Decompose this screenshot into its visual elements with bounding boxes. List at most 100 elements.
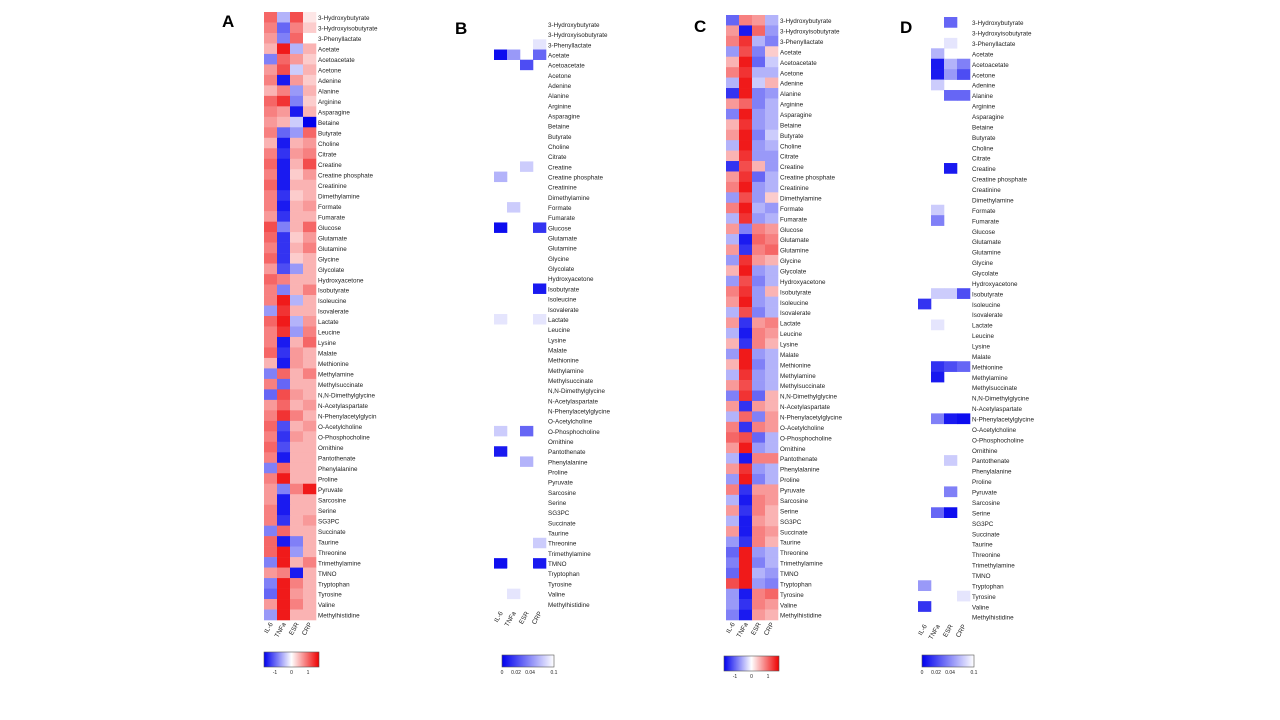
panel-c-cell-n-acetylaspartate-tnfa: [739, 400, 753, 412]
panel-c-cell-citrate-il-6: [726, 150, 740, 162]
panel-c-cell-isobutyrate-crp: [765, 286, 779, 297]
panel-b-cell-glycolate-il-6: [494, 263, 508, 274]
panel-a-cell-glycine-crp: [303, 253, 317, 264]
panel-b-row-label-glucose: Glucose: [548, 225, 572, 232]
panel-b-cell-creatine-phosphate-il-6: [494, 171, 508, 183]
panel-a-row-label-3-phenyllactate: 3-Phenyllactate: [318, 36, 362, 43]
panel-a-cell-methylhistidine-esr: [290, 609, 304, 621]
panel-a-row-label-o-phosphocholine: O-Phosphocholine: [318, 434, 370, 441]
panel-a-cell-n-acetylaspartate-il-6: [264, 399, 278, 411]
panel-c-row-label-leucine: Leucine: [780, 331, 803, 338]
panel-b-row-label-hydroxyacetone: Hydroxyacetone: [548, 276, 594, 283]
panel-a-cell-sarcosine-tnfa: [277, 494, 291, 505]
panel-a-cell-glycolate-crp: [303, 263, 317, 275]
panel-c-cell-dimethylamine-esr: [752, 192, 766, 204]
panel-c-cell-creatinine-esr: [752, 181, 766, 193]
panel-c-col-label-esr: ESR: [750, 621, 763, 636]
panel-c-row-label-fumarate: Fumarate: [780, 216, 807, 223]
panel-c-cell-proline-tnfa: [739, 473, 753, 485]
panel-c-cell-alanine-il-6: [726, 88, 740, 99]
panel-a-cell-n-phenylacetylglycin-crp: [303, 410, 317, 422]
panel-c-cell-hydroxyacetone-crp: [765, 275, 779, 287]
panel-c-cell-phenylalanine-esr: [752, 463, 766, 475]
panel-a-cell-serine-tnfa: [277, 504, 291, 516]
panel-c-row-label-3-phenyllactate: 3-Phenyllactate: [780, 39, 824, 46]
panel-c-cell-formate-il-6: [726, 202, 740, 214]
panel-c-cell-formate-esr: [752, 202, 766, 214]
panel-c-row-label-tryptophan: Tryptophan: [780, 581, 812, 588]
panel-a-cell-n-acetylaspartate-crp: [303, 399, 317, 411]
panel-c-cell-creatine-phosphate-tnfa: [739, 171, 753, 183]
panel-d-cell-tryptophan-il-6: [918, 580, 932, 592]
panel-c-cell-adenine-crp: [765, 77, 779, 89]
panel-a-row-label-tmno: TMNO: [318, 571, 337, 578]
panel-a-cell-valine-tnfa: [277, 599, 291, 610]
panel-c-cell-choline-tnfa: [739, 140, 753, 151]
panel-d-row-label-n-n-dimethylglycine: N,N-Dimethylglycine: [972, 396, 1030, 403]
panel-b-row-label-citrate: Citrate: [548, 154, 567, 161]
panel-b-row-label-tryptophan: Tryptophan: [548, 571, 580, 578]
panel-c-cell-tryptophan-esr: [752, 578, 766, 590]
panel-d-row-label-acetoacetate: Acetoacetate: [972, 62, 1009, 69]
panel-c-row-label-isobutyrate: Isobutyrate: [780, 289, 812, 296]
panel-a-row-label-asparagine: Asparagine: [318, 110, 350, 117]
panel-d-cell-pantothenate-esr: [944, 455, 958, 466]
panel-c-cell-glutamine-crp: [765, 244, 779, 256]
panel-a-cell-methylamine-esr: [290, 368, 304, 380]
panel-c-cell-acetate-esr: [752, 46, 766, 58]
panel-c-cell-pyruvate-crp: [765, 484, 779, 496]
panel-c-cell-threonine-esr: [752, 546, 766, 558]
panel-b-row-label-methylamine: Methylamine: [548, 368, 584, 375]
panel-a-cell-leucine-tnfa: [277, 326, 291, 338]
panel-c-cell-pantothenate-crp: [765, 453, 779, 464]
panel-a-cell-choline-esr: [290, 137, 304, 149]
panel-c-cell-3-hydroxybutyrate-tnfa: [739, 15, 753, 26]
panel-b-row-label-3-phenyllactate: 3-Phenyllactate: [548, 42, 592, 49]
panel-c-row-label-o-acetylcholine: O-Acetylcholine: [780, 425, 825, 432]
panel-c-cell-butyrate-crp: [765, 129, 779, 141]
panel-d-row-label-trimethylamine: Trimethylamine: [972, 563, 1015, 570]
panel-d-col-label-tnfa: TNFa: [928, 623, 942, 641]
panel-a-row-label-leucine: Leucine: [318, 330, 341, 337]
panel-c-row-label-glutamate: Glutamate: [780, 237, 810, 244]
panel-c-cell-creatinine-crp: [765, 181, 779, 193]
panel-a-cell-methylamine-il-6: [264, 368, 278, 380]
panel-a-cell-methylsuccinate-tnfa: [277, 378, 291, 390]
panel-d-row-label-taurine: Taurine: [972, 542, 993, 549]
panel-c-cell-glycolate-crp: [765, 265, 779, 277]
panel-d-row-label-n-acetylaspartate: N-Acetylaspartate: [972, 406, 1023, 413]
panel-c-row-label-acetate: Acetate: [780, 49, 802, 56]
panel-a-cell-pantothenate-tnfa: [277, 452, 291, 464]
panel-c-row-label-citrate: Citrate: [780, 154, 799, 161]
panel-c-cell-phenylalanine-tnfa: [739, 463, 753, 475]
panel-b-cell-lactate-crp: [533, 314, 547, 325]
panel-a-row-label-sarcosine: Sarcosine: [318, 497, 346, 504]
panel-d-row-label-proline: Proline: [972, 479, 992, 486]
panel-c-cell-hydroxyacetone-il-6: [726, 275, 740, 287]
panel-a-cell-isoleucine-esr: [290, 295, 304, 306]
panel-a-cell-sarcosine-il-6: [264, 494, 278, 505]
panel-c-row-label-sg3pc: SG3PC: [780, 519, 802, 526]
panel-c-cell-leucine-il-6: [726, 327, 740, 339]
panel-a-cell-betaine-tnfa: [277, 116, 291, 128]
panel-c-cell-pantothenate-tnfa: [739, 453, 753, 464]
panel-b-row-label-acetoacetate: Acetoacetate: [548, 63, 585, 70]
panel-c-cell-leucine-tnfa: [739, 327, 753, 339]
panel-d-cell-serine-esr: [944, 507, 958, 518]
panel-a-cell-malate-tnfa: [277, 347, 291, 359]
panel-c-cell-adenine-esr: [752, 77, 766, 89]
panel-c-cell-lysine-crp: [765, 338, 779, 350]
panel-c-row-label-taurine: Taurine: [780, 540, 801, 547]
panel-d-cell-n-phenylacetylglycine-tnfa: [931, 413, 945, 425]
panel-a-cell-malate-esr: [290, 347, 304, 359]
panel-a-cell-pyruvate-crp: [303, 483, 317, 495]
panel-c-cell-hydroxyacetone-tnfa: [739, 275, 753, 287]
panel-a-cell-isoleucine-tnfa: [277, 295, 291, 306]
panel-c-cell-citrate-tnfa: [739, 150, 753, 162]
panel-c-colorbar: [723, 655, 780, 672]
panel-a-cell-methionine-esr: [290, 357, 304, 369]
panel-a-cell-creatinine-crp: [303, 179, 317, 191]
panel-c-cell-choline-esr: [752, 140, 766, 151]
panel-d-cell-tyrosine-crp: [957, 590, 971, 602]
panel-d-row-label-ornithine: Ornithine: [972, 448, 998, 455]
